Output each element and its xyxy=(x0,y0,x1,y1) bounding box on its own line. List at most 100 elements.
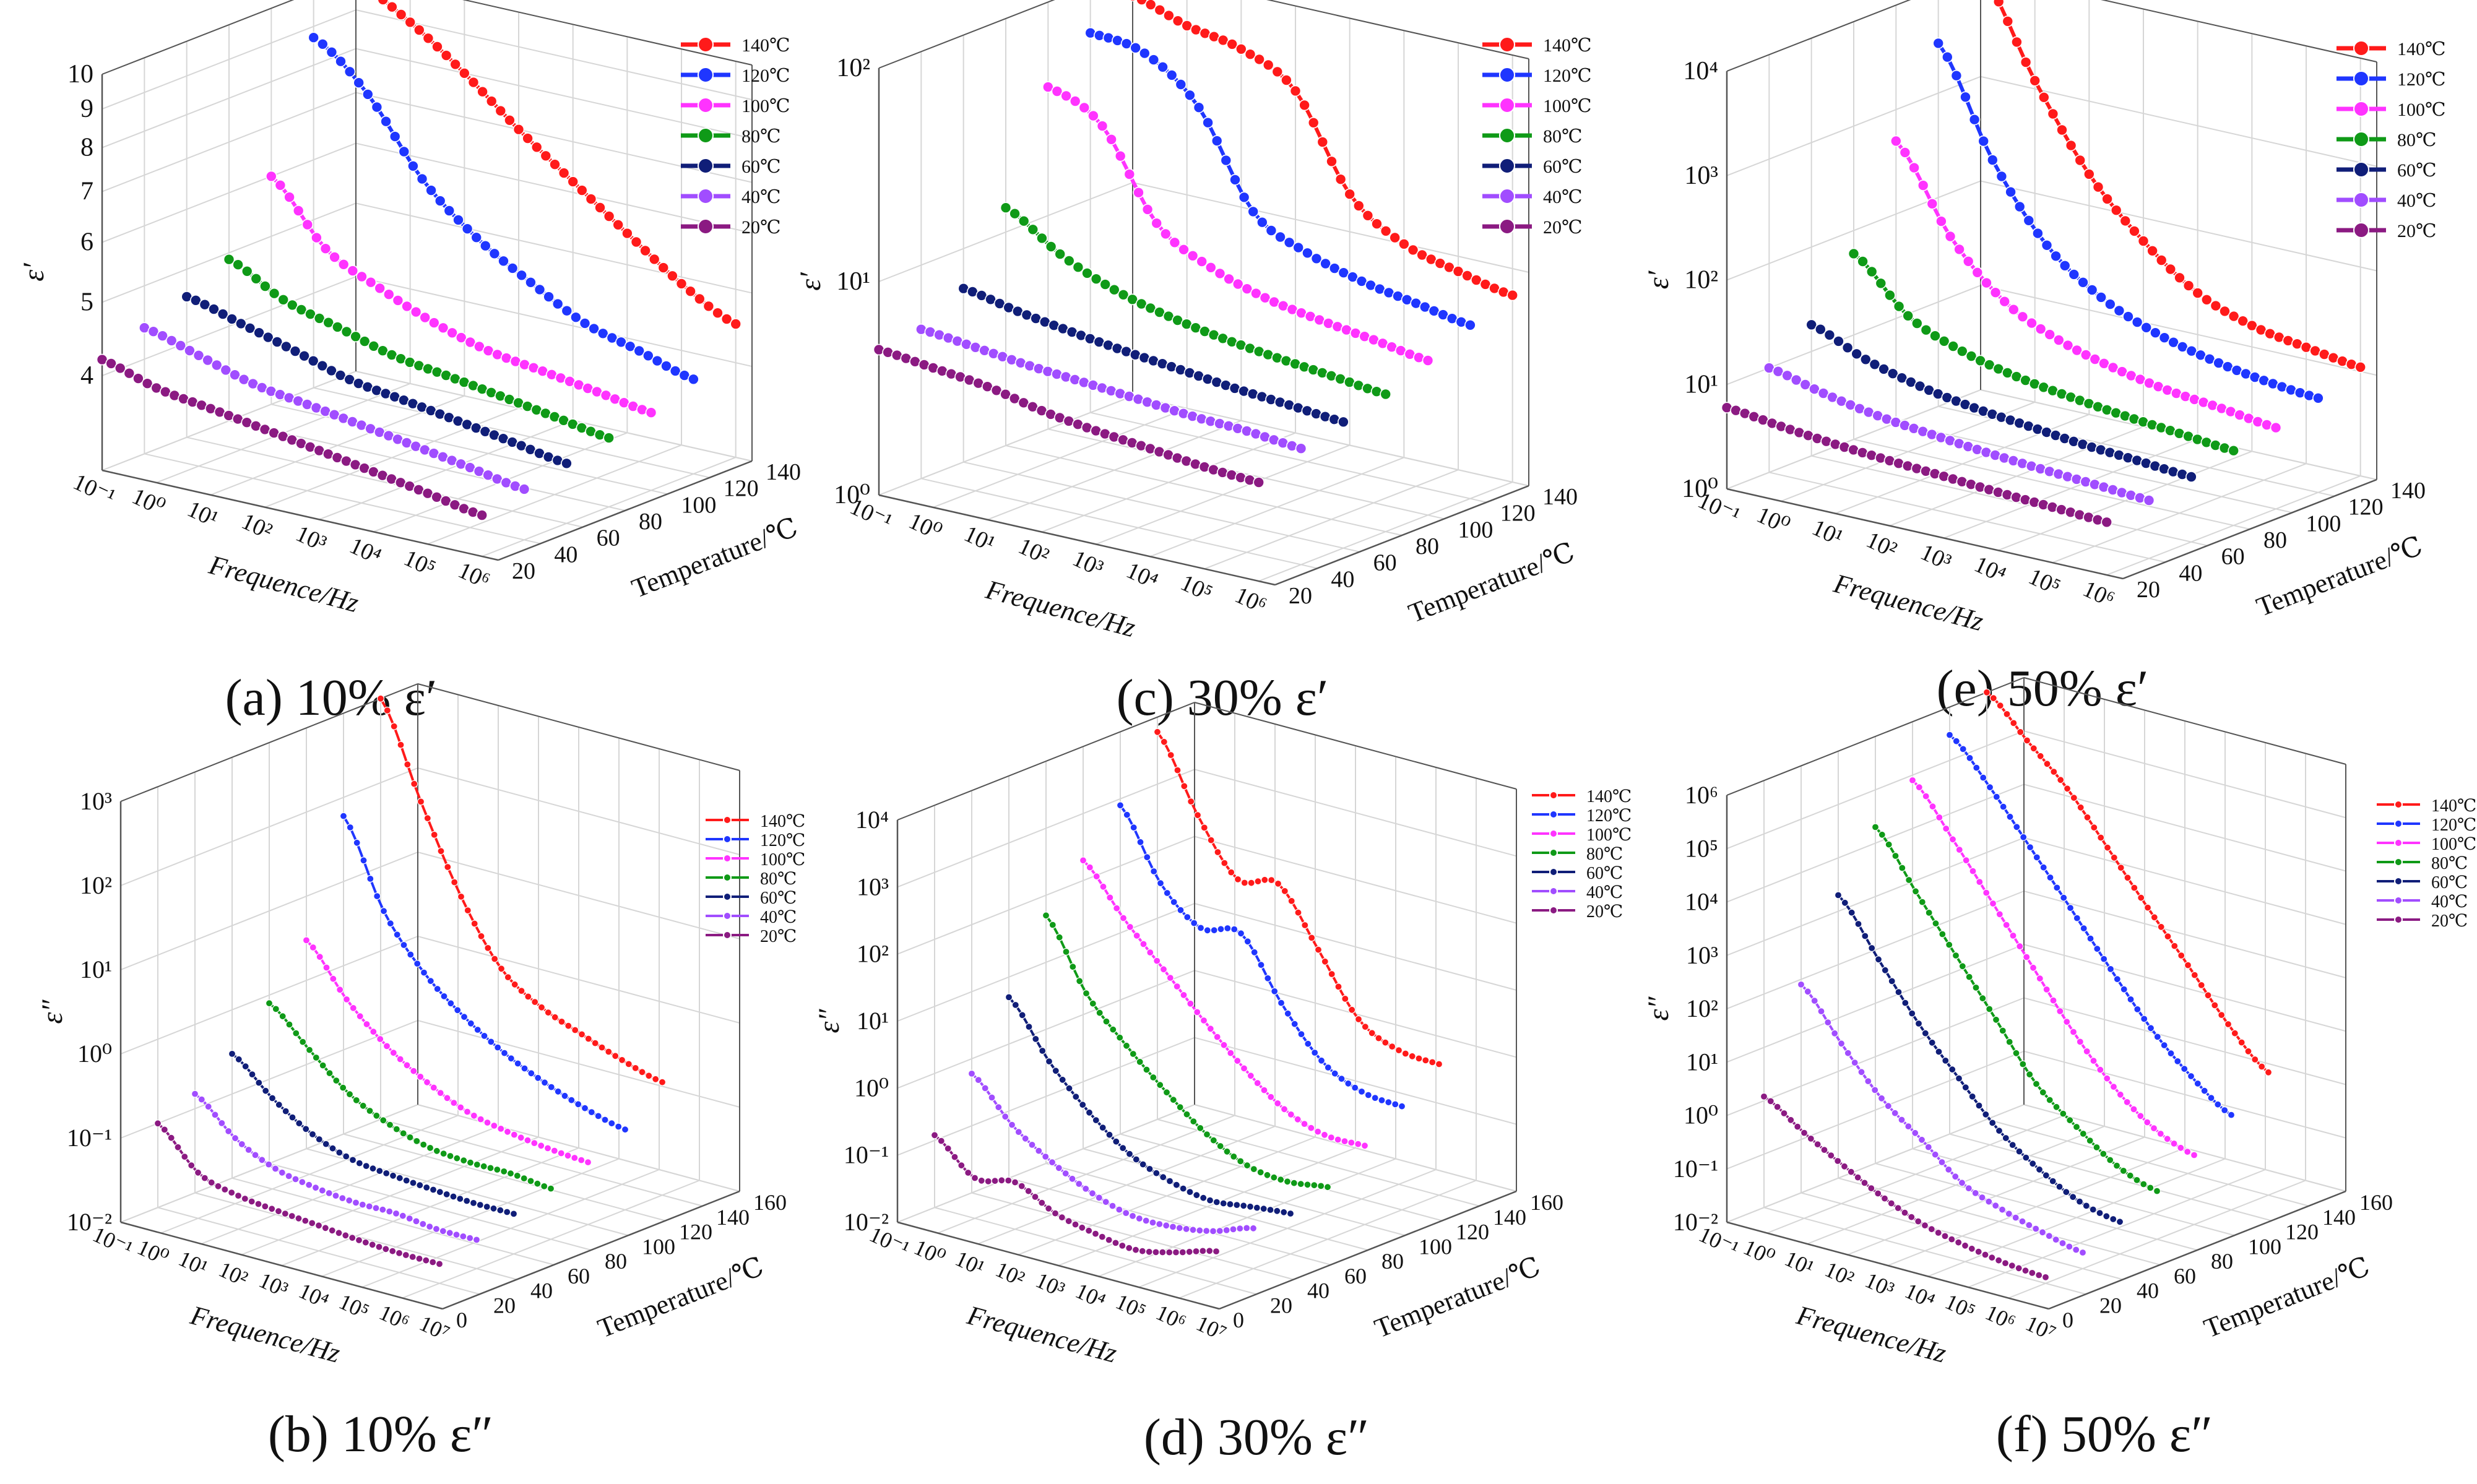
x-axis-title: Frequence/Hz xyxy=(982,574,1139,644)
floor-grid-y xyxy=(1763,1207,2086,1295)
y-tick-label: 140 xyxy=(2390,478,2426,504)
data-point xyxy=(423,1183,431,1192)
data-point xyxy=(374,282,386,295)
data-point xyxy=(433,1147,441,1155)
data-point xyxy=(1290,1179,1298,1187)
data-point xyxy=(1794,1123,1802,1131)
data-point xyxy=(2096,1066,2104,1074)
data-point xyxy=(1223,1147,1231,1155)
data-point xyxy=(1129,1050,1137,1058)
legend-marker xyxy=(698,158,714,174)
data-point xyxy=(472,1236,481,1244)
data-point xyxy=(1133,931,1141,940)
data-point xyxy=(426,1144,434,1152)
data-point xyxy=(1971,1189,1979,1197)
data-point xyxy=(451,878,459,886)
series-80 xyxy=(1042,912,1332,1191)
data-point xyxy=(1790,374,1802,386)
data-point xyxy=(1848,248,1860,260)
x-tick-label: 10³ xyxy=(1068,545,1107,582)
data-point xyxy=(1236,1224,1244,1233)
x-tick-label: 10² xyxy=(238,508,277,545)
data-point xyxy=(1045,1057,1053,1066)
data-point xyxy=(568,1096,576,1104)
series-40 xyxy=(139,322,530,495)
data-point xyxy=(2078,1248,2087,1257)
data-point xyxy=(1092,873,1100,881)
data-point xyxy=(509,1210,518,1218)
data-point xyxy=(2035,1165,2044,1173)
data-point xyxy=(1182,1225,1190,1233)
data-point xyxy=(2033,853,2041,861)
data-point xyxy=(1229,174,1241,186)
data-point xyxy=(1289,85,1302,97)
data-point xyxy=(1294,1115,1302,1123)
data-point xyxy=(977,1176,985,1184)
data-point xyxy=(1018,1182,1026,1190)
series-line xyxy=(1837,894,2120,1223)
data-point xyxy=(2270,421,2282,434)
x-tick-label: 10³ xyxy=(255,1267,292,1302)
data-point xyxy=(1045,241,1057,252)
legend-label: 20℃ xyxy=(1586,902,1623,921)
data-point xyxy=(1885,840,1893,848)
left-wall-grid-z xyxy=(1726,891,2025,1009)
data-point xyxy=(2053,334,2065,346)
series-100 xyxy=(1890,135,2282,434)
floor-grid-y xyxy=(343,1133,666,1222)
data-point xyxy=(1170,898,1178,906)
data-point xyxy=(1125,1150,1134,1158)
data-point xyxy=(1143,853,1151,861)
data-point xyxy=(1173,982,1181,991)
data-point xyxy=(2090,1056,2098,1065)
data-point xyxy=(2153,1033,2161,1041)
data-point xyxy=(1314,946,1323,954)
y-tick-label: 60 xyxy=(2221,544,2245,570)
data-point xyxy=(1226,38,1238,50)
data-point xyxy=(283,191,295,203)
data-point xyxy=(1227,868,1235,876)
data-point xyxy=(496,1206,504,1214)
data-point xyxy=(2086,284,2098,296)
data-point xyxy=(1986,783,1994,792)
data-point xyxy=(395,1249,404,1258)
y-tick-label: 120 xyxy=(1500,501,1536,527)
data-point xyxy=(547,1083,555,1091)
back-wall-grid-z xyxy=(1194,903,1517,991)
data-point xyxy=(1061,1170,1070,1178)
back-wall-grid-z xyxy=(2023,997,2346,1085)
data-point xyxy=(1884,289,1896,301)
data-point xyxy=(407,951,415,959)
data-point xyxy=(2116,1218,2124,1226)
data-point xyxy=(2008,1262,2016,1270)
data-point xyxy=(1183,1110,1191,1118)
series-80 xyxy=(1848,248,2239,457)
data-point xyxy=(302,936,311,944)
data-point xyxy=(1878,830,1886,839)
data-point xyxy=(405,1214,413,1223)
series-60 xyxy=(1805,319,2197,483)
data-point xyxy=(2026,843,2034,852)
data-point xyxy=(2109,1215,2117,1223)
data-point xyxy=(1139,1160,1147,1168)
data-point xyxy=(307,355,319,367)
data-point xyxy=(1464,319,1476,331)
data-point xyxy=(1130,824,1138,832)
data-point xyxy=(314,1222,323,1230)
z-tick-label: 10³ xyxy=(80,787,112,815)
series-40 xyxy=(1797,980,2087,1257)
x-axis-line xyxy=(120,1221,443,1310)
data-point xyxy=(1274,879,1282,888)
data-point xyxy=(477,85,488,98)
data-point xyxy=(2016,943,2024,951)
data-point xyxy=(1254,878,1262,886)
data-point xyxy=(226,313,238,325)
data-point xyxy=(1234,1057,1242,1065)
data-point xyxy=(1081,267,1093,279)
floor-grid-y xyxy=(1008,1177,1331,1266)
data-point xyxy=(1099,278,1111,290)
data-point xyxy=(319,1061,327,1069)
